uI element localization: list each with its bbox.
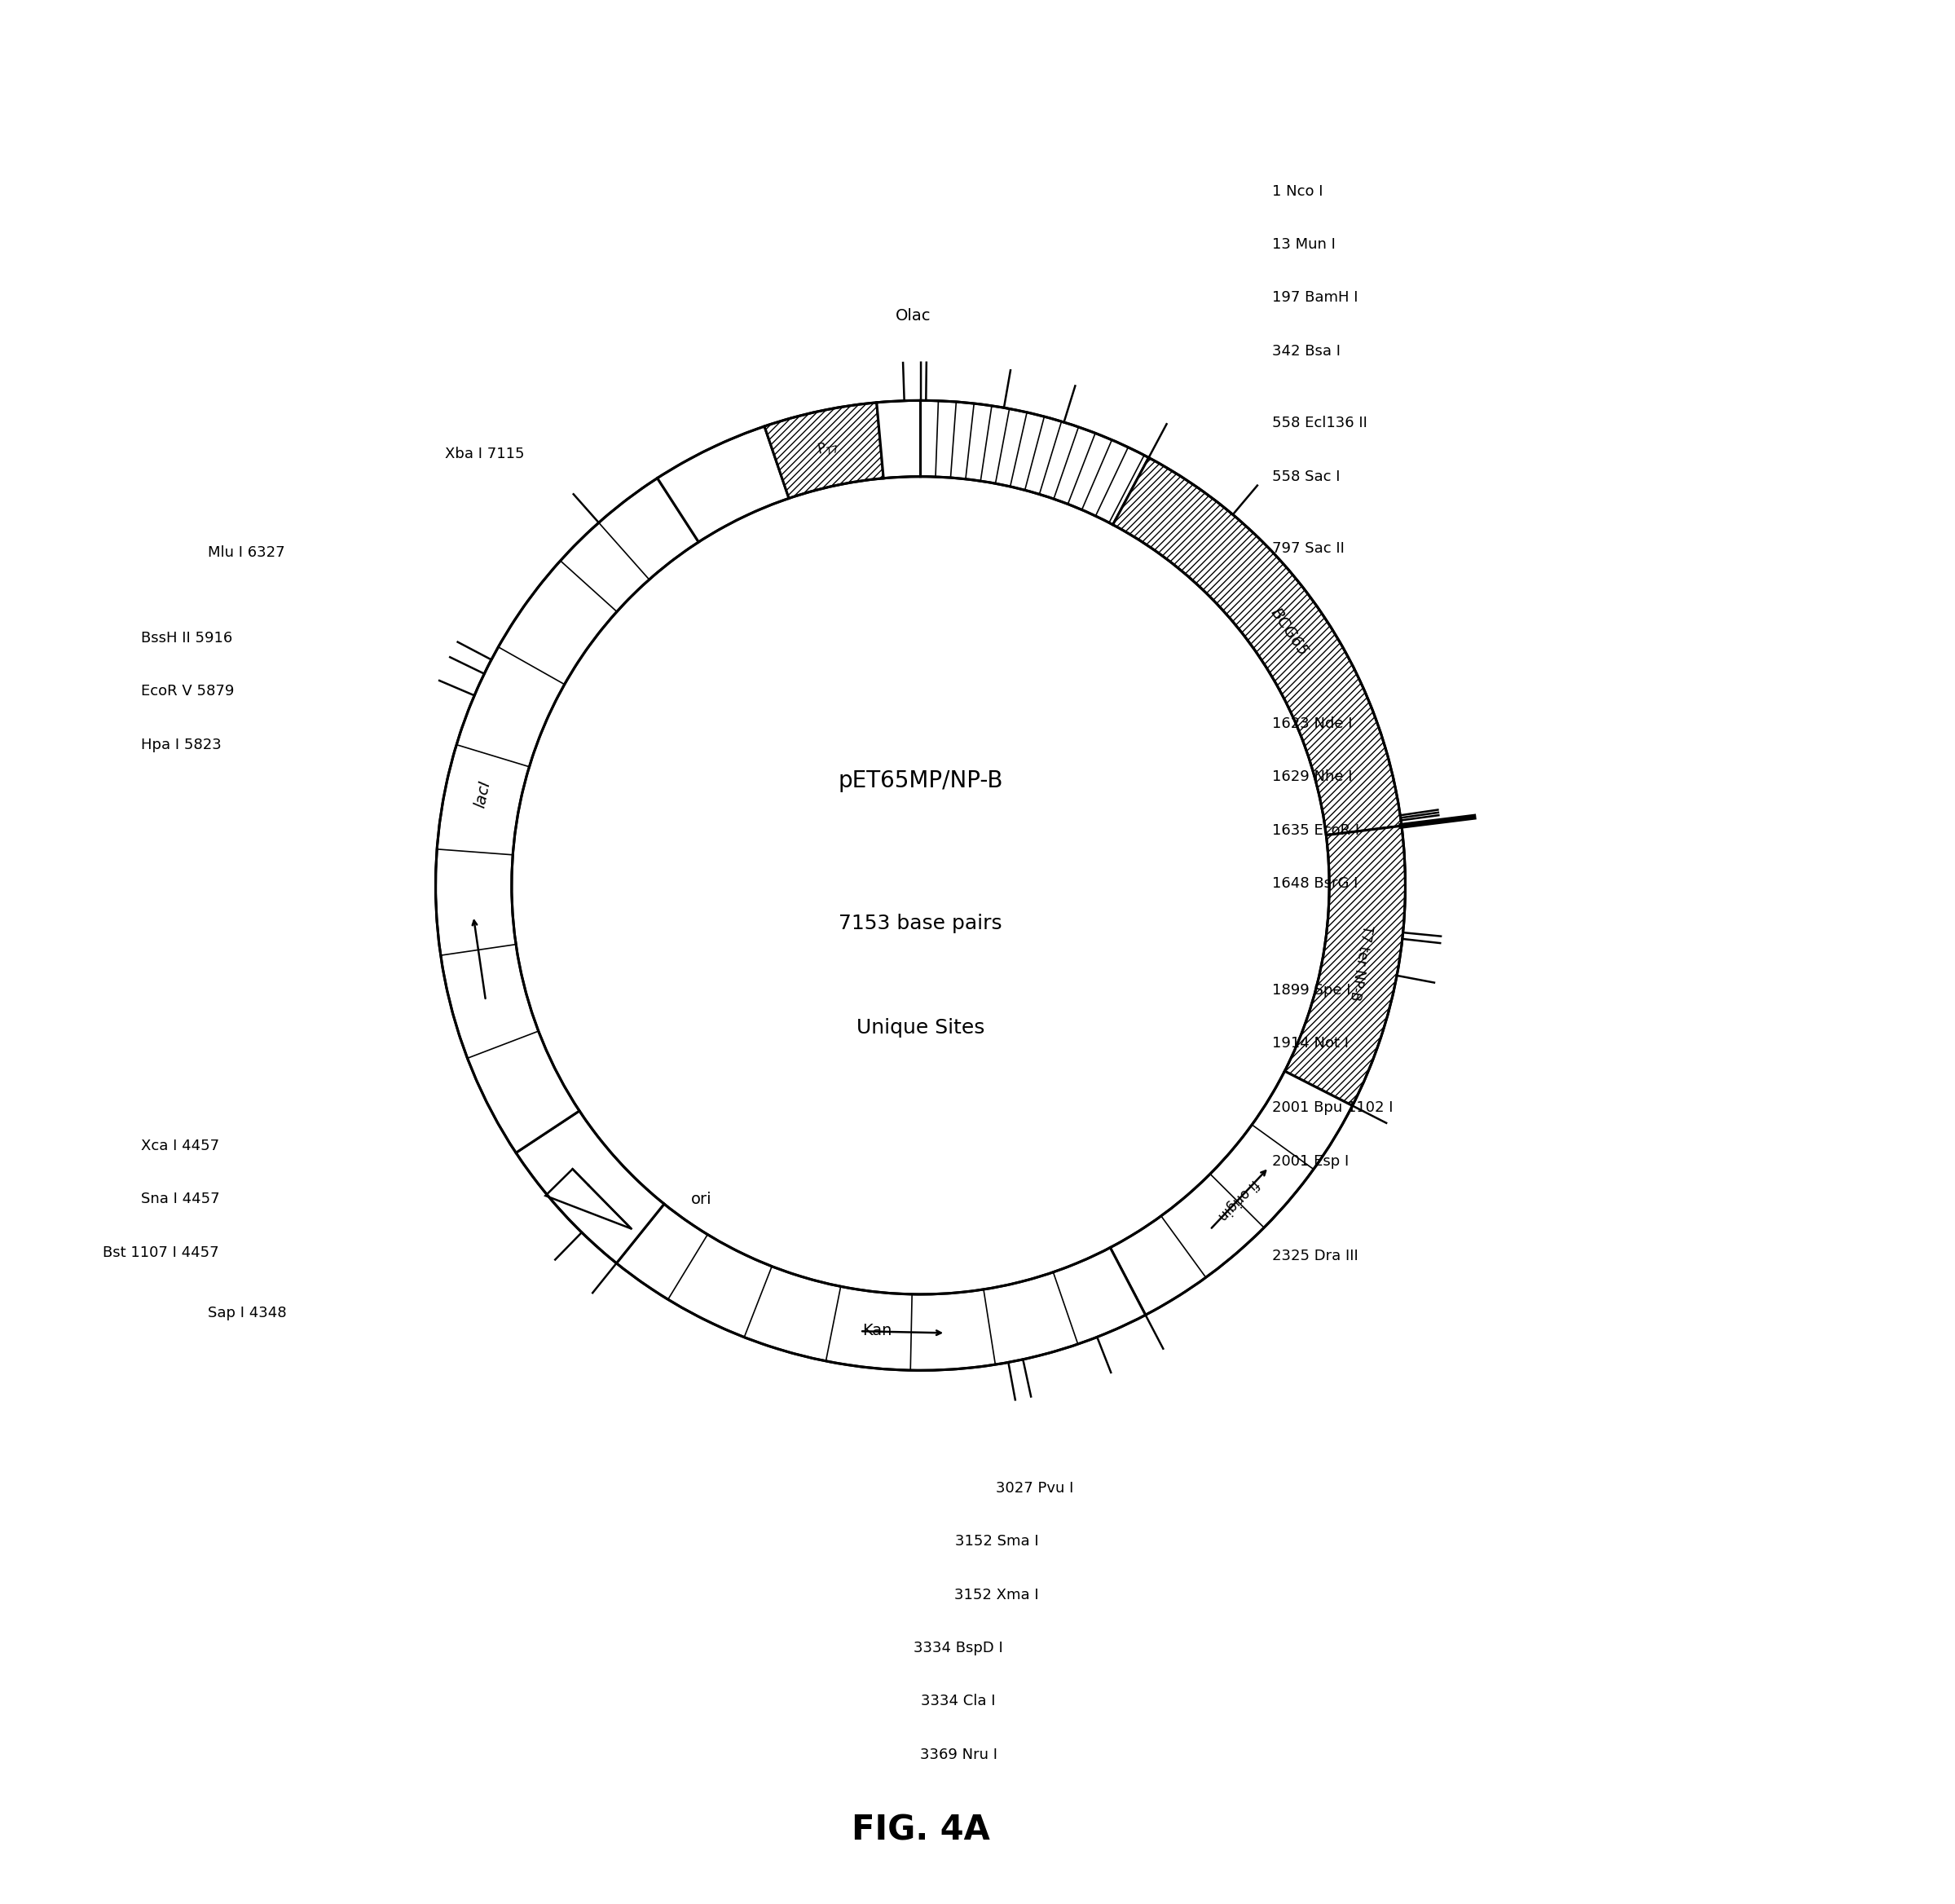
Text: 1648 BsrG I: 1648 BsrG I <box>1273 876 1359 891</box>
Text: 2001 Esp I: 2001 Esp I <box>1273 1154 1349 1169</box>
Text: 1623 Nde I: 1623 Nde I <box>1273 716 1353 731</box>
Text: Hpa I 5823: Hpa I 5823 <box>141 737 221 752</box>
Wedge shape <box>1284 826 1406 1106</box>
Text: 2325 Dra III: 2325 Dra III <box>1273 1249 1359 1264</box>
Wedge shape <box>921 400 1150 526</box>
Text: 558 Sac I: 558 Sac I <box>1273 468 1341 484</box>
Text: FIG. 4A: FIG. 4A <box>850 1813 989 1847</box>
Text: Xba I 7115: Xba I 7115 <box>446 446 524 461</box>
Text: 3334 Cla I: 3334 Cla I <box>921 1695 995 1708</box>
Text: 797 Sac II: 797 Sac II <box>1273 541 1345 556</box>
Wedge shape <box>616 1203 1146 1371</box>
Text: pET65MP/NP-B: pET65MP/NP-B <box>839 769 1003 792</box>
Text: 1 Nco I: 1 Nco I <box>1273 185 1324 198</box>
Text: 2001 Bpu 1102 I: 2001 Bpu 1102 I <box>1273 1101 1394 1116</box>
Text: T7 ter NP-B: T7 ter NP-B <box>1347 923 1374 1002</box>
Text: 197 BamH I: 197 BamH I <box>1273 291 1359 305</box>
Text: EcoR V 5879: EcoR V 5879 <box>141 684 235 699</box>
Text: 558 Ecl136 II: 558 Ecl136 II <box>1273 415 1367 430</box>
Text: Sna I 4457: Sna I 4457 <box>141 1192 219 1207</box>
Text: 1629 Nhe I: 1629 Nhe I <box>1273 769 1353 784</box>
Wedge shape <box>1112 457 1402 836</box>
Wedge shape <box>876 400 921 478</box>
Text: lacI: lacI <box>473 779 493 809</box>
Text: 3152 Xma I: 3152 Xma I <box>954 1588 1038 1601</box>
Text: Sap I 4348: Sap I 4348 <box>207 1306 285 1321</box>
Text: 3334 BspD I: 3334 BspD I <box>913 1641 1003 1655</box>
Text: Olac: Olac <box>895 308 931 324</box>
Text: 1914 Not I: 1914 Not I <box>1273 1036 1349 1051</box>
Text: P$_{T7}$: P$_{T7}$ <box>815 438 841 459</box>
Text: Mlu I 6327: Mlu I 6327 <box>207 545 285 560</box>
Text: 7153 base pairs: 7153 base pairs <box>839 914 1003 933</box>
Text: 3369 Nru I: 3369 Nru I <box>919 1748 997 1761</box>
Wedge shape <box>516 1110 665 1262</box>
Text: 13 Mun I: 13 Mun I <box>1273 238 1335 251</box>
Wedge shape <box>1110 1072 1353 1316</box>
Wedge shape <box>764 402 884 499</box>
Text: 3027 Pvu I: 3027 Pvu I <box>995 1481 1073 1497</box>
Text: BCG65: BCG65 <box>1267 605 1310 659</box>
Text: 1635 EcoR I: 1635 EcoR I <box>1273 823 1359 838</box>
Wedge shape <box>657 426 790 543</box>
Text: ori: ori <box>692 1192 712 1207</box>
Text: 3152 Sma I: 3152 Sma I <box>954 1535 1038 1548</box>
Text: Bst 1107 I 4457: Bst 1107 I 4457 <box>104 1245 219 1260</box>
Text: Unique Sites: Unique Sites <box>856 1019 985 1038</box>
Text: 342 Bsa I: 342 Bsa I <box>1273 345 1341 358</box>
Text: Kan: Kan <box>862 1323 891 1339</box>
Text: 1899 Spe I: 1899 Spe I <box>1273 982 1351 998</box>
Text: Xca I 4457: Xca I 4457 <box>141 1139 219 1154</box>
Wedge shape <box>436 478 698 1152</box>
Text: fi origin: fi origin <box>1214 1177 1261 1222</box>
Text: BssH II 5916: BssH II 5916 <box>141 630 233 645</box>
